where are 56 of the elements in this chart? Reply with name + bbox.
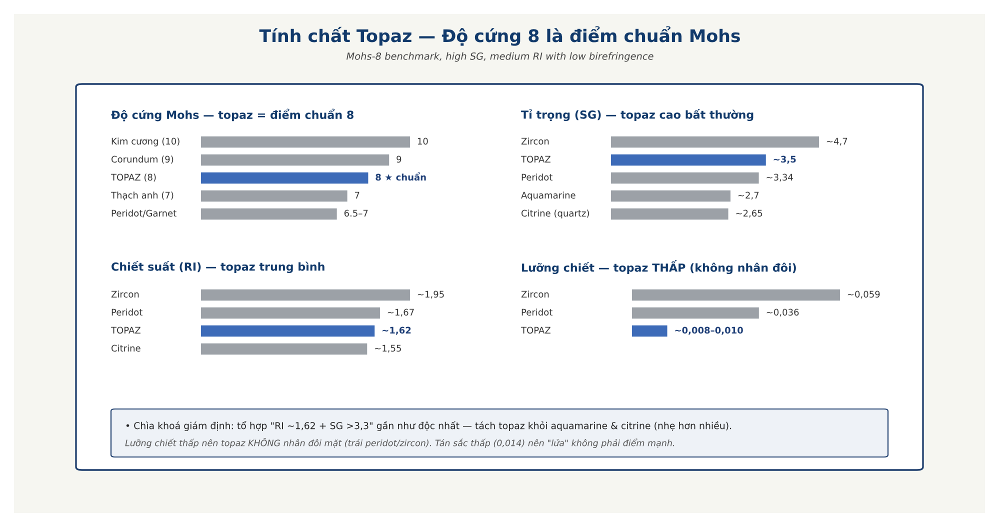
data-label: 10 [418,138,428,145]
bar [201,190,348,202]
y-tick-label: TOPAZ [110,326,140,334]
bar [201,208,337,220]
data-label: ~0,008–0,010 [675,326,743,335]
y-tick-label: Citrine [112,344,140,352]
y-tick-label: Aquamarine [521,192,576,200]
y-tick-label: Peridot [522,308,552,316]
y-tick-label: TOPAZ [520,156,550,163]
y-tick-label: Corundum (9) [112,156,174,164]
bar [201,325,375,337]
bar [201,307,380,319]
chart-title: Lưỡng chiết — topaz THẤP (không nhân đôi) [522,260,796,274]
bar [201,343,368,355]
data-label: 7 [354,192,360,198]
data-label: ~2,65 [736,210,762,218]
data-label: ~4,7 [826,138,848,146]
data-label: ~0,059 [848,290,880,299]
data-label: ~1,67 [388,308,414,317]
data-label: 8 ★ chuẩn [376,172,426,181]
bar [201,172,368,184]
bar [611,154,766,166]
bar [611,208,728,220]
bar [201,154,390,166]
data-label: ~3,34 [766,174,793,182]
y-tick-label: Zircon [521,138,549,145]
bar [611,172,759,184]
text: Tính chất Topaz — Độ cứng 8 là điểm chuẩn Mohs [259,26,740,46]
bar [611,136,819,148]
chart-title: Độ cứng Mohs — topaz = điểm chuẩn 8 [111,108,354,122]
y-tick-label: Kim cương (10) [112,138,180,146]
y-tick-label: TOPAZ [520,326,550,334]
y-tick-label: TOPAZ (8) [110,174,156,182]
chart-title: Chiết suất (RI) — topaz trung bình [112,260,324,274]
data-label: ~1,95 [418,290,444,299]
data-label: ~1,62 [382,326,411,335]
bar [201,136,410,148]
data-label: ~1,55 [375,344,401,353]
data-label: ~2,7 [738,192,759,200]
data-label: ~3,5 [774,156,796,164]
chart-title: Tỉ trọng (SG) — topaz cao bất thường [521,108,754,122]
text: Mohs-8 benchmark, high SG, medium RI with low birefringence [346,52,654,62]
y-tick-label: Thạch anh (7) [110,192,174,200]
text: • Chìa khoá giám định: tổ hợp "RI ~1,62 + SG >3,3" gần như độc nhất — tách topaz khỏi aquamarine & citrine (nhẹ hơn nhiều). [126,420,732,432]
y-tick-label: Peridot [112,308,142,316]
data-label: 9 [396,156,402,163]
data-label: ~0,036 [766,308,799,317]
y-tick-label: Zircon [521,290,549,298]
y-tick-label: Citrine (quartz) [522,210,589,218]
data-label: 6.5–7 [344,210,368,217]
text: Lưỡng chiết thấp nên topaz KHÔNG nhân đôi mặt (trái peridot/zircon). Tán sắc thấp (0,014) nên "lửa" không phải điểm mạnh. [125,438,674,448]
y-tick-label: Peridot [522,174,552,181]
y-tick-label: Zircon [111,290,139,298]
bar [201,289,410,301]
y-tick-label: Peridot/Garnet [112,210,176,218]
bar [611,190,730,202]
